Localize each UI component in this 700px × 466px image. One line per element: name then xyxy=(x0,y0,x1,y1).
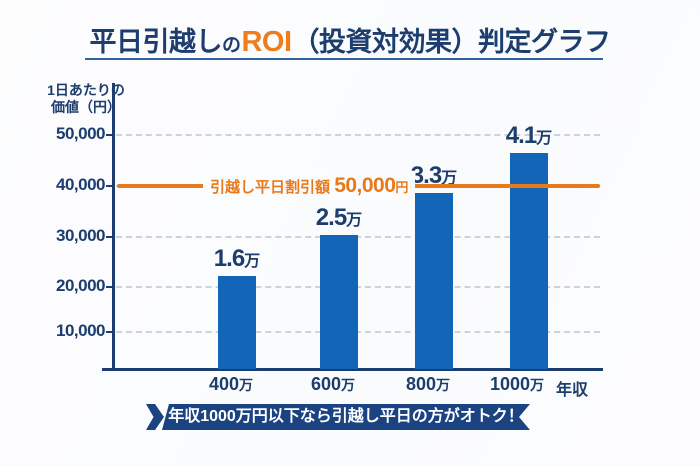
y-axis-unit-label: 1日あたりの 価値（円） xyxy=(38,82,134,116)
threshold-label-unit: 円 xyxy=(395,180,409,195)
x-axis-title: 年収 xyxy=(556,382,589,399)
x-label-800: 800万 xyxy=(383,374,473,395)
title-part-no: の xyxy=(221,35,241,56)
bar-value-600-unit: 万 xyxy=(346,212,363,229)
x-label-800-number: 800 xyxy=(405,374,437,394)
threshold-label-value: 50,000 xyxy=(334,174,396,197)
footer-banner-text: 年収1000万円以下なら引越し平日の方がオトク！ xyxy=(168,408,524,425)
bar-value-1000-unit: 万 xyxy=(536,130,553,147)
x-label-1000-number: 1000 xyxy=(489,374,531,394)
threshold-label-text: 引越し平日割引額 xyxy=(210,179,331,196)
x-axis-line xyxy=(102,368,603,371)
x-label-400: 400万 xyxy=(186,374,276,395)
bar-value-600: 2.5万 xyxy=(294,204,384,232)
footer-banner: 年収1000万円以下なら引越し平日の方がオトク！ xyxy=(162,404,530,430)
ribbon-left-chevron-icon xyxy=(146,404,164,430)
bar-value-400: 1.6万 xyxy=(192,245,282,273)
page-title: 平日引越しのROI（投資対効果）判定グラフ xyxy=(0,20,700,59)
y-axis-unit-line1: 1日あたりの xyxy=(47,82,125,98)
bar-600 xyxy=(320,235,358,369)
title-part-weekday-moving: 平日引越し xyxy=(89,27,222,57)
y-tick-label-30000: 30,000 xyxy=(56,226,106,245)
gridline-30000 xyxy=(116,236,600,238)
threshold-label: 引越し平日割引額 50,000円 xyxy=(203,171,416,203)
y-tick-label-20000: 20,000 xyxy=(56,276,106,295)
y-tick-label-10000: 10,000 xyxy=(56,321,106,340)
bar-value-1000-number: 4.1 xyxy=(505,122,537,149)
y-tick-label-50000: 50,000 xyxy=(56,124,106,143)
y-axis-unit-line2: 価値（円） xyxy=(51,99,121,115)
y-tick-40000 xyxy=(106,185,113,187)
gridline-10000 xyxy=(116,331,600,333)
bar-value-400-number: 1.6 xyxy=(213,245,245,272)
y-tick-50000 xyxy=(106,134,113,136)
x-label-1000: 1000万 xyxy=(472,374,562,395)
bar-800 xyxy=(415,193,453,369)
bar-400 xyxy=(218,276,256,369)
y-tick-label-40000: 40,000 xyxy=(56,175,106,194)
title-underline xyxy=(85,58,603,60)
bar-1000 xyxy=(510,153,548,369)
x-label-600-number: 600 xyxy=(310,374,342,394)
gridline-50000 xyxy=(116,134,600,136)
x-label-400-unit: 万 xyxy=(239,377,254,393)
bar-value-1000: 4.1万 xyxy=(484,122,574,150)
y-tick-30000 xyxy=(106,236,113,238)
y-axis-line xyxy=(112,83,115,371)
bar-value-800-unit: 万 xyxy=(441,170,458,187)
x-label-400-number: 400 xyxy=(208,374,240,394)
x-label-600-unit: 万 xyxy=(341,377,356,393)
x-label-1000-unit: 万 xyxy=(530,377,545,393)
x-label-800-unit: 万 xyxy=(436,377,451,393)
y-tick-10000 xyxy=(106,331,113,333)
title-part-judgment-graph: （投資対効果）判定グラフ xyxy=(292,27,612,57)
bar-value-400-unit: 万 xyxy=(244,253,261,270)
y-tick-20000 xyxy=(106,286,113,288)
title-part-roi: ROI xyxy=(241,26,292,58)
bar-value-600-number: 2.5 xyxy=(315,204,347,231)
x-label-600: 600万 xyxy=(288,374,378,395)
gridline-20000 xyxy=(116,286,600,288)
